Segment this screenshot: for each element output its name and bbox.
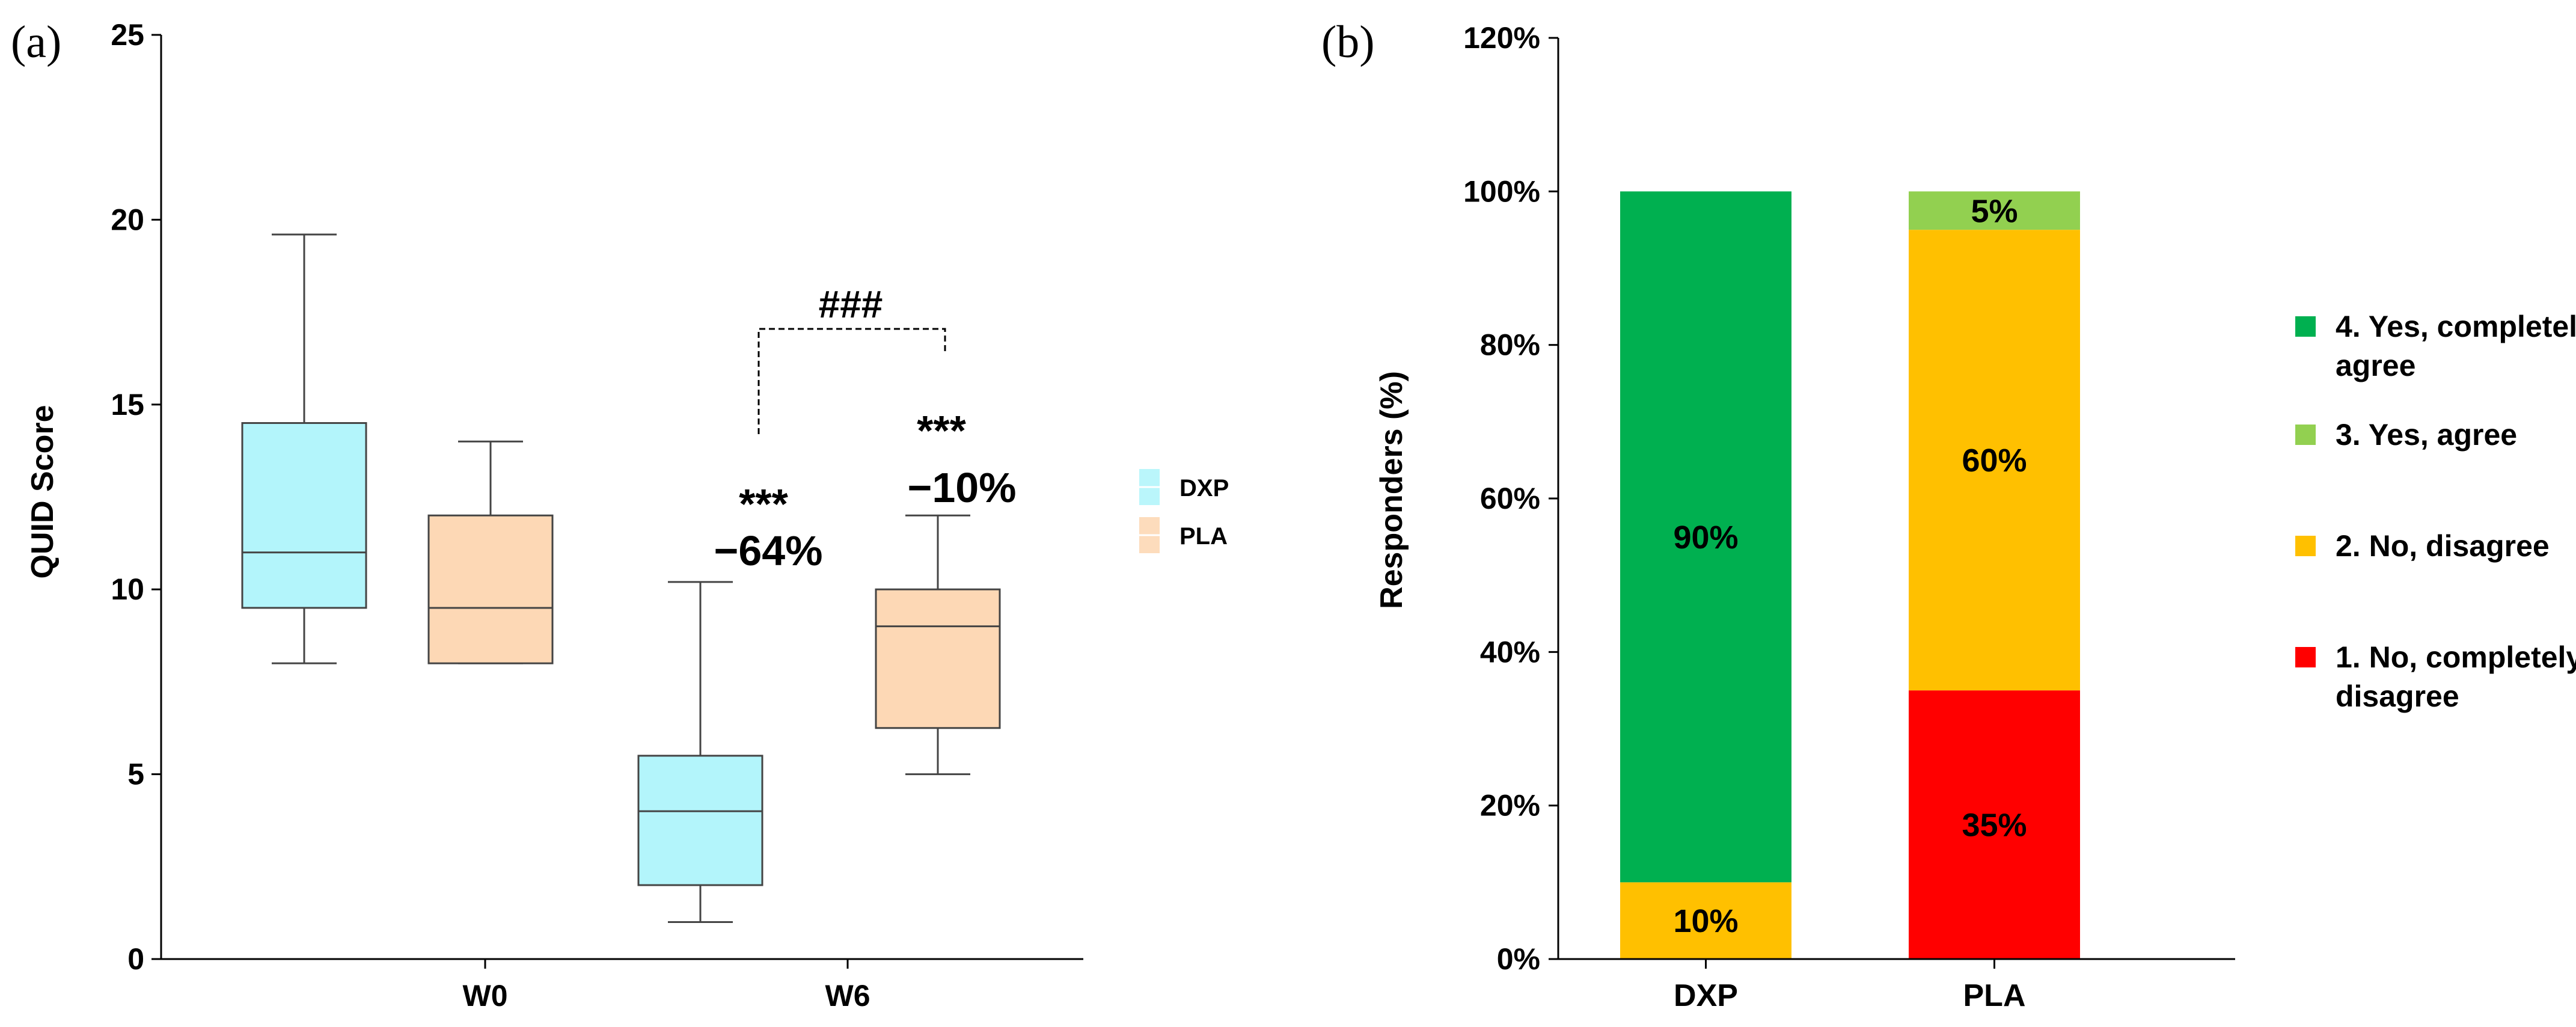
y-axis-ticks-a: 0 5 10 15 20 25 bbox=[111, 18, 161, 976]
bar-segment bbox=[1909, 690, 2080, 959]
box-dxp-w0 bbox=[241, 233, 367, 664]
bar-segment-label: 35% bbox=[1962, 808, 2027, 844]
y-axis-ticks-b: 0% 20% 40% 60% 80% 100% 120% bbox=[1463, 21, 1558, 976]
box-iqr bbox=[427, 514, 554, 664]
legend-swatch bbox=[2295, 647, 2316, 667]
y-tick-label: 40% bbox=[1480, 635, 1540, 669]
y-tick-label: 0 bbox=[127, 942, 144, 976]
box-plot-panel: (a) QUID Score 0 5 10 15 20 25 W0 W6 ### *** −… bbox=[11, 17, 1229, 1013]
between-group-significance: ### bbox=[819, 283, 883, 326]
legend-label: 3. Yes, agree bbox=[2336, 418, 2517, 452]
box-pla-w0 bbox=[427, 440, 554, 664]
y-tick-label: 15 bbox=[111, 388, 144, 422]
panel-label-a: (a) bbox=[11, 17, 61, 67]
legend-label: 1. No, completely bbox=[2336, 640, 2576, 674]
bar-segment bbox=[1909, 230, 2080, 691]
legend-a: DXP PLA bbox=[1139, 469, 1229, 553]
boxes bbox=[241, 233, 1001, 924]
box-iqr bbox=[241, 422, 367, 609]
bar-segment bbox=[1620, 882, 1791, 959]
y-tick-label: 20% bbox=[1480, 789, 1540, 823]
x-tick-label: W6 bbox=[825, 979, 870, 1013]
stacked-bars: 10% 90% 35% 60% 5% bbox=[1620, 191, 2080, 959]
legend-label: 2. No, disagree bbox=[2336, 529, 2550, 563]
y-tick-label: 60% bbox=[1480, 482, 1540, 515]
legend-label: 4. Yes, completely bbox=[2336, 310, 2576, 343]
bar-segment-label: 60% bbox=[1962, 443, 2027, 479]
y-axis-label-b: Responders (%) bbox=[1374, 371, 1409, 609]
y-tick-label: 80% bbox=[1480, 328, 1540, 362]
y-tick-label: 10 bbox=[111, 572, 144, 606]
x-axis-ticks-a: W0 W6 bbox=[463, 959, 870, 1013]
y-tick-label: 100% bbox=[1463, 174, 1540, 208]
legend-b: 4. Yes, completely agree 3. Yes, agree 2. N… bbox=[2295, 310, 2576, 713]
dxp-change: −64% bbox=[714, 527, 823, 574]
box-pla-w6 bbox=[875, 514, 1001, 776]
x-axis-ticks-b: DXP PLA bbox=[1674, 959, 2026, 1013]
box-iqr bbox=[637, 755, 763, 886]
stacked-bar-panel: (b) Responders (%) 0% 20% 40% 60% 80% 100% 120… bbox=[1321, 17, 2576, 1013]
legend-swatch bbox=[2295, 425, 2316, 445]
legend-label-dxp: DXP bbox=[1179, 475, 1229, 501]
panel-label-b: (b) bbox=[1321, 17, 1375, 67]
bar-segment-label: 10% bbox=[1673, 903, 1738, 939]
bar-pla: 35% 60% 5% bbox=[1909, 191, 2080, 959]
box-dxp-w6 bbox=[637, 581, 763, 924]
legend-label: disagree bbox=[2336, 679, 2459, 713]
significance-annotations: ### *** −64% *** −10% bbox=[714, 283, 1017, 574]
x-tick-label: W0 bbox=[463, 979, 508, 1013]
y-tick-label: 25 bbox=[111, 18, 144, 52]
y-tick-label: 5 bbox=[127, 758, 144, 791]
legend-label: agree bbox=[2336, 349, 2415, 382]
x-tick-label: PLA bbox=[1963, 978, 2026, 1013]
y-axis-label-a: QUID Score bbox=[25, 405, 60, 579]
legend-label-pla: PLA bbox=[1179, 523, 1228, 550]
bar-segment-label: 5% bbox=[1971, 193, 2018, 229]
bar-segment-label: 90% bbox=[1673, 520, 1738, 556]
legend-swatch bbox=[2295, 316, 2316, 337]
y-tick-label: 120% bbox=[1463, 21, 1540, 55]
pla-change: −10% bbox=[908, 464, 1017, 511]
x-tick-label: DXP bbox=[1674, 978, 1738, 1013]
dxp-significance: *** bbox=[739, 480, 788, 527]
bar-segment bbox=[1620, 191, 1791, 883]
legend-swatch bbox=[2295, 536, 2316, 556]
bar-segment bbox=[1909, 191, 2080, 230]
y-tick-label: 0% bbox=[1497, 942, 1540, 976]
bar-dxp: 10% 90% bbox=[1620, 191, 1791, 959]
box-iqr bbox=[875, 588, 1001, 729]
y-tick-label: 20 bbox=[111, 203, 144, 236]
pla-significance: *** bbox=[917, 407, 966, 454]
comparison-bracket bbox=[757, 328, 946, 434]
